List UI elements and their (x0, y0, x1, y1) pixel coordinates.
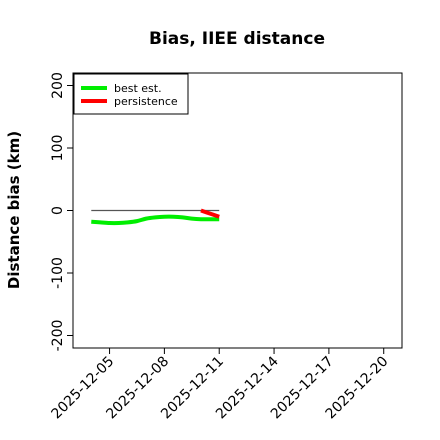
legend-label-best-est: best est. (114, 82, 162, 95)
legend-box (73, 73, 189, 115)
legend: best est. persistence (73, 73, 189, 115)
chart-title: Bias, IIEE distance (149, 29, 325, 49)
series-line-best-est (91, 214, 220, 226)
x-axis: 2025-12-052025-12-082025-12-112025-12-14… (49, 348, 392, 422)
y-tick-label: 100 (50, 135, 66, 162)
legend-label-persistence: persistence (114, 95, 178, 108)
y-tick-label: -200 (50, 320, 66, 352)
y-axis: -200 -100 0 100 200 (50, 72, 73, 351)
series-line-persistence (200, 208, 220, 219)
y-tick-label: 0 (50, 206, 66, 215)
y-tick-label: 200 (50, 72, 66, 99)
series-lines (91, 208, 220, 226)
y-axis-label: Distance bias (km) (5, 131, 23, 289)
y-tick-label: -100 (50, 257, 66, 289)
